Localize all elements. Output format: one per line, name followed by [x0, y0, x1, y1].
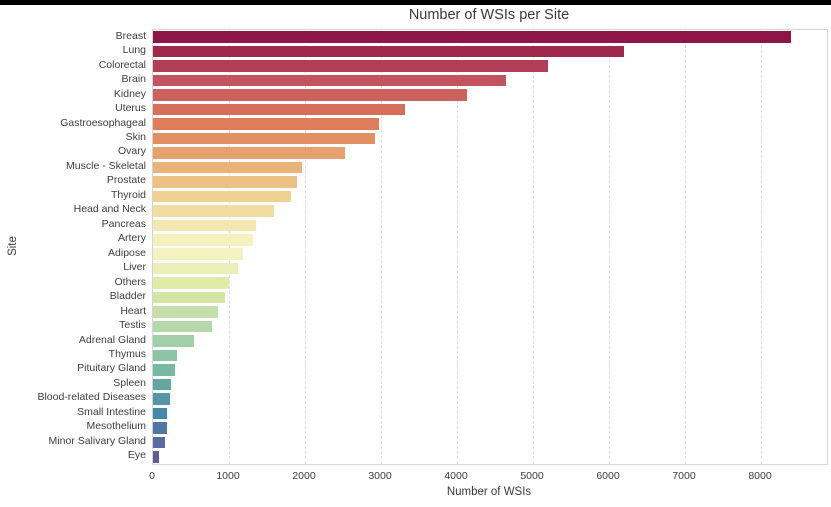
- x-tick-label: 8000: [748, 470, 772, 482]
- x-tick-label: 4000: [444, 470, 468, 482]
- bar-heart: [153, 306, 219, 318]
- bar-small-intestine: [153, 407, 168, 420]
- y-tick-label: Muscle - Skeletal: [66, 159, 146, 172]
- x-tick-label: 3000: [368, 470, 392, 482]
- bar-colorectal: [153, 60, 549, 72]
- y-tick-label: Skin: [125, 131, 146, 143]
- gridline-5000: [533, 30, 535, 464]
- y-tick-label: Pancreas: [101, 217, 146, 230]
- gridline-2000: [305, 30, 306, 464]
- x-tick-label: 2000: [292, 470, 316, 482]
- y-tick-label: Adipose: [108, 246, 146, 259]
- y-tick-label: Thymus: [108, 348, 146, 360]
- bar-ovary: [153, 147, 345, 159]
- y-tick-label: Adrenal Gland: [78, 333, 146, 346]
- x-axis-label: Number of WSIs: [446, 486, 532, 498]
- chart-title: Number of WSIs per Site: [408, 7, 570, 23]
- y-tick-label: Blood-related Diseases: [37, 391, 146, 404]
- y-tick-label: Eye: [127, 449, 146, 462]
- bar-uterus: [153, 103, 406, 116]
- y-tick-label: Gastroesophageal: [60, 116, 146, 129]
- plot-area: [152, 29, 828, 465]
- y-tick-label: Head and Neck: [73, 203, 146, 216]
- y-tick-label: Minor Salivary Gland: [48, 434, 146, 447]
- y-tick-label: Heart: [120, 304, 146, 317]
- gridline-7000: [685, 30, 687, 464]
- bar-breast: [153, 31, 792, 44]
- bar-liver: [153, 262, 239, 275]
- y-tick-label: Liver: [123, 261, 146, 274]
- y-tick-label: Thyroid: [110, 188, 146, 201]
- y-tick-label: Colorectal: [98, 58, 146, 71]
- bar-pancreas: [153, 219, 257, 232]
- top-black-strip: [0, 0, 831, 5]
- y-tick-label: Small Intestine: [77, 405, 146, 418]
- x-tick-labels: 0 1000 2000 3000 4000 5000 6000 7000 8000: [0, 470, 831, 484]
- y-tick-label: Bladder: [109, 290, 146, 303]
- y-tick-label: Brain: [121, 73, 146, 86]
- y-tick-label: Uterus: [115, 102, 146, 115]
- gridline-1000: [229, 30, 230, 464]
- bar-minor-salivary-gland: [153, 436, 166, 449]
- y-tick-label: Prostate: [106, 174, 146, 187]
- y-tick-label: Ovary: [117, 145, 146, 158]
- y-tick-label: Others: [114, 275, 146, 288]
- gridline-8000: [761, 30, 763, 464]
- y-tick-label: Lung: [122, 44, 146, 57]
- bar-thyroid: [153, 190, 291, 203]
- y-tick-labels: Breast Lung Colorectal Brain Kidney Uterus Gas…: [0, 29, 146, 463]
- x-tick-label: 0: [149, 470, 155, 482]
- bar-lung: [153, 45, 625, 58]
- gridline-4000: [457, 30, 458, 464]
- y-tick-label: Artery: [117, 232, 146, 245]
- gridline-6000: [609, 30, 611, 464]
- bar-kidney: [153, 89, 467, 101]
- y-tick-label: Mesothelium: [86, 420, 146, 433]
- bar-prostate: [153, 176, 298, 188]
- bar-testis: [153, 320, 212, 333]
- bar-brain: [153, 74, 507, 87]
- x-tick-label: 5000: [520, 470, 544, 482]
- bar-blood-related-diseases: [153, 393, 171, 405]
- bar-spleen: [153, 378, 172, 391]
- x-tick-label: 6000: [596, 470, 620, 482]
- gridline-3000: [381, 30, 382, 464]
- bar-adipose: [153, 248, 244, 261]
- bar-head-and-neck: [153, 205, 274, 217]
- bar-pituitary-gland: [153, 364, 176, 376]
- y-tick-label: Testis: [119, 319, 146, 332]
- x-tick-label: 1000: [216, 470, 240, 482]
- y-tick-label: Kidney: [113, 87, 146, 100]
- bar-skin: [153, 132, 375, 145]
- x-tick-label: 7000: [672, 470, 696, 482]
- bar-others: [153, 277, 229, 289]
- bar-gastroesophageal: [153, 118, 379, 130]
- y-tick-label: Breast: [115, 29, 146, 42]
- bar-adrenal-gland: [153, 335, 195, 347]
- y-tick-label: Pituitary Gland: [77, 362, 146, 375]
- bar-bladder: [153, 291, 226, 304]
- bar-muscle-skeletal: [153, 161, 302, 174]
- bar-thymus: [153, 349, 178, 362]
- y-tick-label: Spleen: [113, 376, 146, 389]
- bar-mesothelium: [153, 422, 167, 434]
- bar-artery: [153, 233, 254, 246]
- bar-eye: [153, 450, 160, 463]
